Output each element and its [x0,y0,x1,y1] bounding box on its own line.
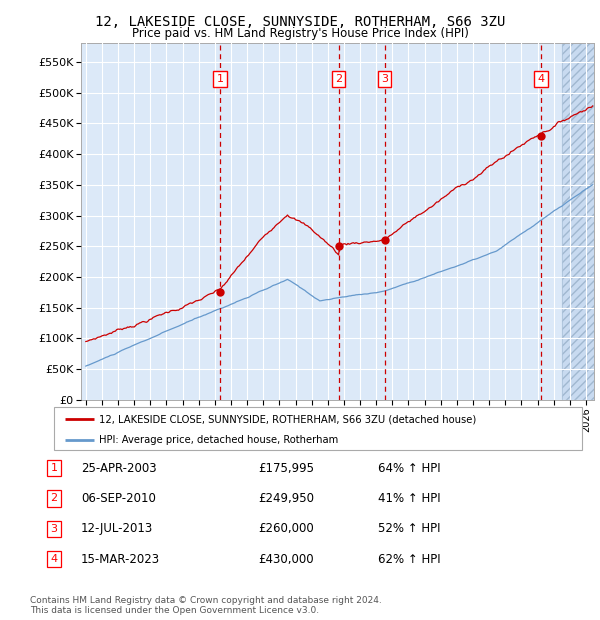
Text: 2: 2 [335,74,343,84]
Text: 3: 3 [381,74,388,84]
Text: £249,950: £249,950 [258,492,314,505]
Text: Price paid vs. HM Land Registry's House Price Index (HPI): Price paid vs. HM Land Registry's House … [131,27,469,40]
FancyBboxPatch shape [54,407,582,450]
Text: 41% ↑ HPI: 41% ↑ HPI [378,492,440,505]
Text: 64% ↑ HPI: 64% ↑ HPI [378,462,440,474]
Text: 25-APR-2003: 25-APR-2003 [81,462,157,474]
Text: £260,000: £260,000 [258,523,314,535]
Text: 06-SEP-2010: 06-SEP-2010 [81,492,156,505]
Text: 12, LAKESIDE CLOSE, SUNNYSIDE, ROTHERHAM, S66 3ZU (detached house): 12, LAKESIDE CLOSE, SUNNYSIDE, ROTHERHAM… [99,414,476,424]
Text: HPI: Average price, detached house, Rotherham: HPI: Average price, detached house, Roth… [99,435,338,445]
Text: 1: 1 [217,74,223,84]
Text: 52% ↑ HPI: 52% ↑ HPI [378,523,440,535]
Text: 12, LAKESIDE CLOSE, SUNNYSIDE, ROTHERHAM, S66 3ZU: 12, LAKESIDE CLOSE, SUNNYSIDE, ROTHERHAM… [95,16,505,30]
Text: 4: 4 [538,74,544,84]
Text: 62% ↑ HPI: 62% ↑ HPI [378,553,440,565]
Text: 15-MAR-2023: 15-MAR-2023 [81,553,160,565]
Bar [562,43,594,400]
Text: £175,995: £175,995 [258,462,314,474]
Text: 4: 4 [50,554,58,564]
Text: 2: 2 [50,494,58,503]
Text: Contains HM Land Registry data © Crown copyright and database right 2024.
This d: Contains HM Land Registry data © Crown c… [30,596,382,615]
Text: 1: 1 [50,463,58,473]
Text: £430,000: £430,000 [258,553,314,565]
Text: 12-JUL-2013: 12-JUL-2013 [81,523,153,535]
Text: 3: 3 [50,524,58,534]
